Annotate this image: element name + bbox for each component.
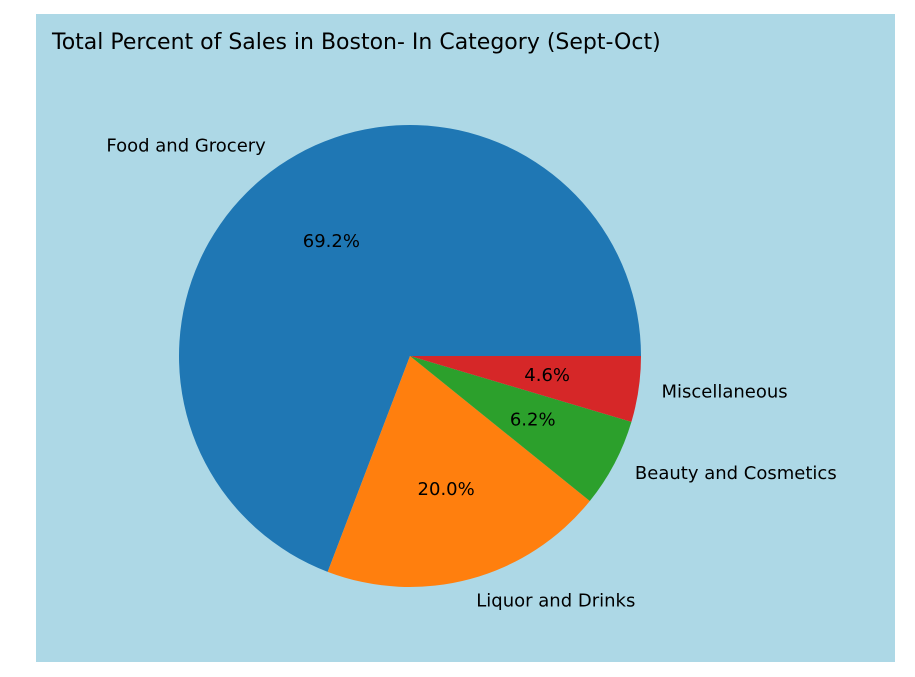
pct-label-food-and-grocery: 69.2%	[303, 231, 360, 252]
pie-labels: 69.2% Food and Grocery 20.0% Liquor and Dri…	[106, 136, 836, 612]
pct-label-liquor-and-drinks: 20.0%	[418, 479, 475, 500]
category-label-liquor-and-drinks: Liquor and Drinks	[476, 590, 635, 611]
chart-title: Total Percent of Sales in Boston- In Cat…	[52, 30, 661, 55]
pie-slice-beauty-and-cosmetics	[410, 356, 632, 501]
pie-slice-liquor-and-drinks	[327, 356, 590, 587]
category-label-miscellaneous: Miscellaneous	[661, 382, 787, 403]
category-label-beauty-and-cosmetics: Beauty and Cosmetics	[635, 463, 837, 484]
category-label-food-and-grocery: Food and Grocery	[106, 136, 266, 157]
pct-label-beauty-and-cosmetics: 6.2%	[510, 409, 556, 430]
pct-label-miscellaneous: 4.6%	[524, 365, 570, 386]
pie-slice-miscellaneous	[410, 356, 641, 422]
pie-slice-food-and-grocery	[179, 124, 641, 572]
pie-slices	[179, 124, 641, 587]
